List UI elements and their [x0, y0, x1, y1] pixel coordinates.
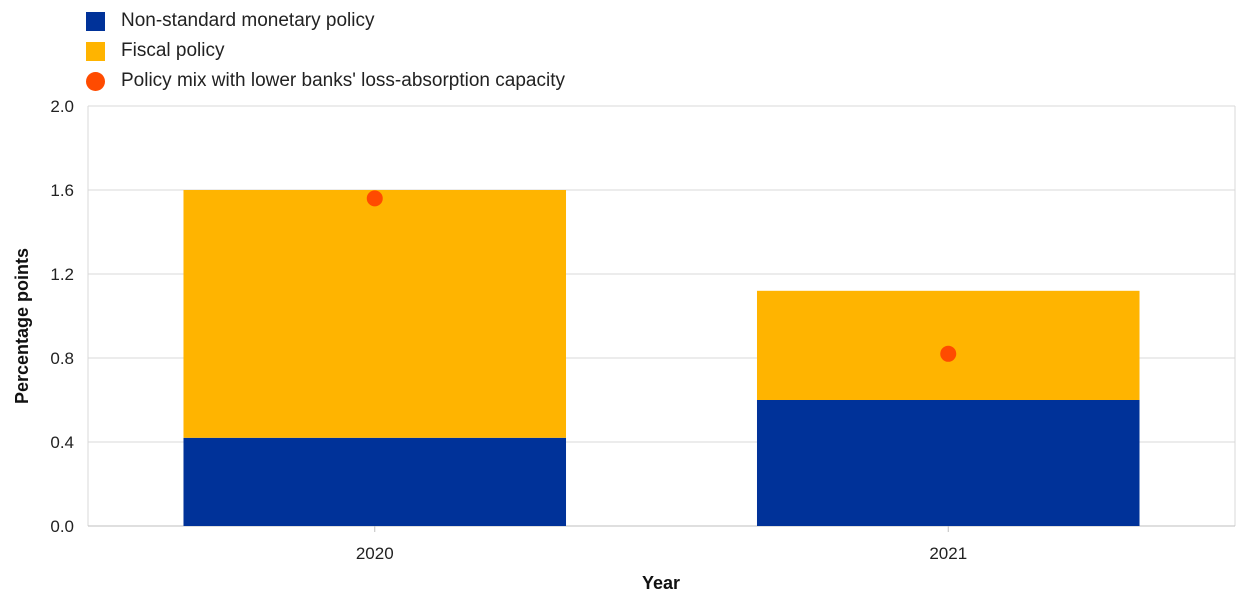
legend: Non-standard monetary policy Fiscal poli…: [86, 6, 565, 96]
y-tick-label-4: 1.6: [50, 181, 74, 200]
y-tick-label-3: 1.2: [50, 265, 74, 284]
bar-2021-series-1: [756, 290, 1140, 400]
legend-item-fiscal: Fiscal policy: [86, 36, 565, 66]
x-tick-labels: 2020 2021: [356, 544, 967, 563]
dots: [366, 190, 957, 362]
legend-swatch-fiscal: [86, 41, 105, 61]
bar-2020-series-1: [183, 190, 567, 438]
legend-item-monetary: Non-standard monetary policy: [86, 6, 565, 36]
x-axis-title: Year: [642, 573, 680, 593]
y-tick-label-1: 0.4: [50, 433, 74, 452]
x-tick-label-1: 2021: [929, 544, 967, 563]
bar-2021-series-0: [756, 400, 1140, 526]
legend-label-fiscal: Fiscal policy: [121, 40, 225, 61]
dot-2020-series-0: [366, 190, 383, 207]
legend-item-policy-mix: Policy mix with lower banks' loss-absorp…: [86, 66, 565, 96]
y-axis-title: Percentage points: [12, 248, 32, 404]
dot-2021-series-0: [940, 345, 957, 362]
y-tick-label-2: 0.8: [50, 349, 74, 368]
bar-2020-series-0: [183, 437, 567, 526]
legend-swatch-policy-mix: [86, 71, 105, 91]
legend-label-policy-mix: Policy mix with lower banks' loss-absorp…: [121, 70, 565, 91]
y-tick-label-5: 2.0: [50, 97, 74, 116]
y-tick-labels: 0.0 0.4 0.8 1.2 1.6 2.0: [50, 97, 74, 536]
legend-swatch-monetary: [86, 11, 105, 31]
x-tick-label-0: 2020: [356, 544, 394, 563]
legend-label-monetary: Non-standard monetary policy: [121, 10, 375, 31]
bars: [183, 190, 1140, 526]
y-tick-label-0: 0.0: [50, 517, 74, 536]
